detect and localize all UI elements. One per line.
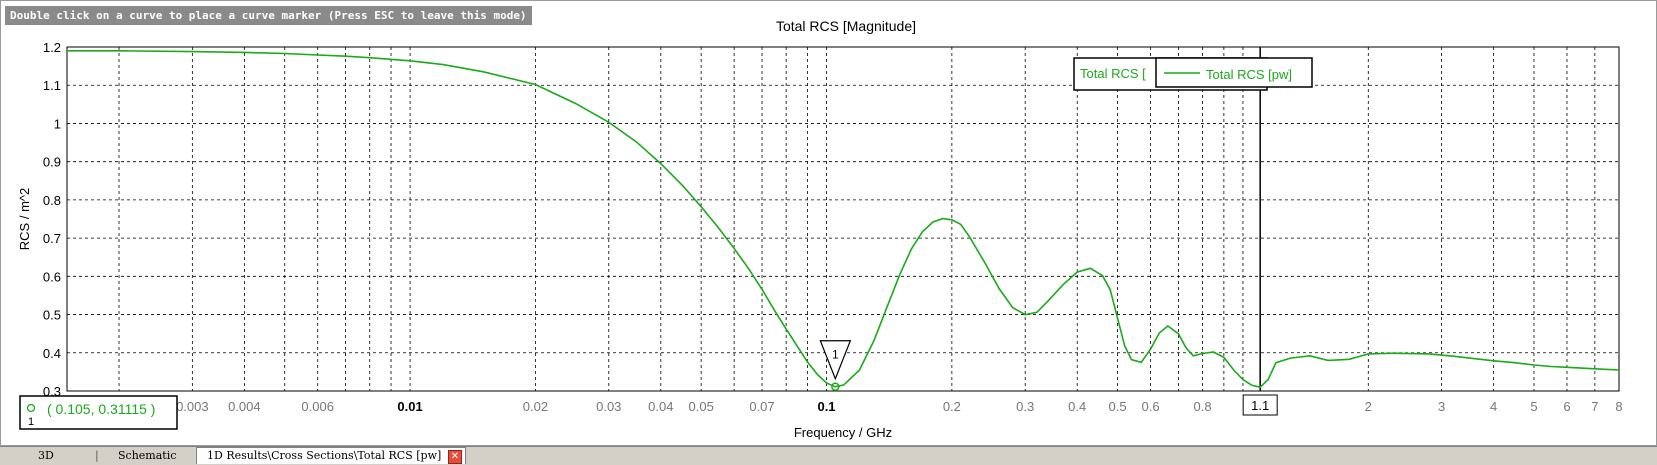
tab-3d[interactable]: 3D: [38, 449, 54, 462]
x-tick-label: 3: [1438, 399, 1445, 414]
curve-marker-point[interactable]: [831, 382, 840, 391]
y-tick-label: 0.8: [43, 193, 61, 208]
x-tick-label: 0.05: [689, 399, 714, 414]
x-tick-label: 0.004: [228, 399, 261, 414]
x-tick-label: 2: [1365, 399, 1372, 414]
y-tick-label: 0.7: [43, 231, 61, 246]
chart-title: Total RCS [Magnitude]: [776, 18, 916, 34]
marker-readout-symbol: [26, 403, 36, 413]
x-tick-label: 0.5: [1109, 399, 1127, 414]
plot-area-border: [66, 46, 1620, 392]
x-tick-label: 0.01: [397, 399, 422, 414]
x-tick-label: 0.4: [1068, 399, 1086, 414]
x-tick-label: 0.003: [176, 399, 209, 414]
tab-separator: |: [95, 449, 99, 462]
curve-marker-flag[interactable]: [819, 340, 852, 381]
y-tick-label: 1.1: [43, 78, 61, 93]
curve-marker-flag-label: 1: [832, 348, 839, 362]
plot-grid: [67, 47, 1619, 391]
x-tick-label: 0.3: [1016, 399, 1034, 414]
y-tick-label: 0.4: [43, 346, 61, 361]
tab-1d-results-total-rcs[interactable]: 1D Results\Cross Sections\Total RCS [pw]…: [196, 447, 466, 464]
y-axis-label: RCS / m^2: [17, 188, 32, 250]
x-tick-label: 5: [1530, 399, 1537, 414]
x-tick-label: 0.04: [648, 399, 673, 414]
legend-back-label: Total RCS [: [1080, 66, 1146, 81]
y-tick-label: 1.2: [43, 40, 61, 55]
marker-readout-box: [19, 395, 178, 430]
marker-readout-id: 1: [28, 416, 34, 428]
series-layer: [67, 50, 1620, 389]
x-tick-label: 0.02: [523, 399, 548, 414]
x-axis-label: Frequency / GHz: [794, 425, 892, 440]
x-tick-label: 0.006: [301, 399, 334, 414]
plot-window[interactable]: Double click on a curve to place a curve…: [0, 0, 1657, 446]
frequency-cursor-label: 1.1: [1251, 398, 1269, 413]
curve-marker-layer[interactable]: 1: [819, 340, 852, 391]
x-tick-label: 0.1: [817, 399, 835, 414]
x-tick-label: 0.2: [943, 399, 961, 414]
x-tick-label: 7: [1591, 399, 1598, 414]
x-tick-label: 4: [1490, 399, 1497, 414]
marker-readout[interactable]: 1 ( 0.105, 0.31115 ): [19, 395, 178, 430]
y-tick-label: 1: [54, 116, 61, 131]
x-axis-ticks: 0.0020.0030.0040.0060.010.020.030.040.05…: [103, 399, 1623, 414]
y-tick-label: 0.9: [43, 155, 61, 170]
x-tick-label: 0.07: [749, 399, 774, 414]
marker-readout-value: ( 0.105, 0.31115 ): [47, 401, 155, 417]
series-line-total-rcs: [67, 50, 1620, 389]
x-tick-label: 0.8: [1194, 399, 1212, 414]
x-tick-label: 0.03: [596, 399, 621, 414]
frequency-cursor-label-box[interactable]: [1242, 394, 1278, 416]
close-tab-icon[interactable]: ✕: [448, 450, 462, 464]
x-tick-label: 8: [1615, 399, 1622, 414]
tab-schematic[interactable]: Schematic: [118, 449, 177, 462]
x-tick-label: 6: [1563, 399, 1570, 414]
y-axis-ticks: 0.30.40.50.60.70.80.911.11.2: [43, 40, 61, 399]
tab-results-label: 1D Results\Cross Sections\Total RCS [pw]: [207, 449, 442, 462]
legend[interactable]: Total RCS [ Total RCS [pw]: [1073, 57, 1313, 91]
curve-marker-mode-hint: Double click on a curve to place a curve…: [5, 6, 532, 25]
rcs-plot[interactable]: 0.30.40.50.60.70.80.911.11.2 0.0020.0030…: [1, 1, 1657, 447]
legend-series-label: Total RCS [pw]: [1206, 67, 1292, 82]
x-tick-label: 0.6: [1142, 399, 1160, 414]
y-tick-label: 0.5: [43, 308, 61, 323]
document-tab-bar: 3D | Schematic 1D Results\Cross Sections…: [0, 446, 1657, 465]
y-tick-label: 0.6: [43, 269, 61, 284]
